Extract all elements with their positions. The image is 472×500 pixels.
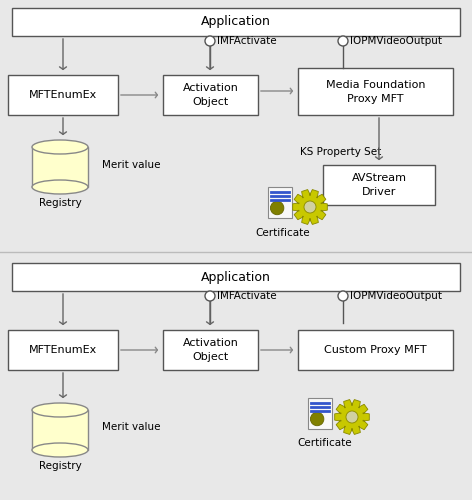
- Text: KS Property Set: KS Property Set: [300, 147, 381, 157]
- FancyBboxPatch shape: [298, 68, 453, 115]
- Text: Certificate: Certificate: [256, 228, 310, 238]
- Ellipse shape: [32, 180, 88, 194]
- Circle shape: [205, 36, 215, 46]
- Polygon shape: [335, 400, 369, 434]
- Polygon shape: [293, 190, 327, 224]
- Text: MFTEnumEx: MFTEnumEx: [29, 90, 97, 100]
- FancyBboxPatch shape: [12, 8, 460, 36]
- Polygon shape: [32, 147, 88, 187]
- Text: IMFActivate: IMFActivate: [217, 291, 277, 301]
- Circle shape: [346, 411, 358, 423]
- Text: IOPMVideoOutput: IOPMVideoOutput: [350, 36, 442, 46]
- FancyBboxPatch shape: [8, 75, 118, 115]
- Circle shape: [270, 202, 284, 214]
- Circle shape: [205, 291, 215, 301]
- FancyBboxPatch shape: [308, 398, 332, 429]
- Text: Application: Application: [201, 270, 271, 283]
- FancyBboxPatch shape: [12, 263, 460, 291]
- FancyBboxPatch shape: [163, 330, 258, 370]
- FancyBboxPatch shape: [298, 330, 453, 370]
- Circle shape: [311, 412, 324, 426]
- Ellipse shape: [32, 443, 88, 457]
- Text: Application: Application: [201, 16, 271, 28]
- Ellipse shape: [32, 140, 88, 154]
- Text: Merit value: Merit value: [102, 160, 160, 170]
- Text: Activation
Object: Activation Object: [183, 338, 238, 362]
- Text: Registry: Registry: [39, 461, 81, 471]
- FancyBboxPatch shape: [8, 330, 118, 370]
- FancyBboxPatch shape: [163, 75, 258, 115]
- Text: IOPMVideoOutput: IOPMVideoOutput: [350, 291, 442, 301]
- Text: Registry: Registry: [39, 198, 81, 208]
- Circle shape: [338, 291, 348, 301]
- Circle shape: [338, 36, 348, 46]
- Text: Certificate: Certificate: [298, 438, 352, 448]
- Text: Custom Proxy MFT: Custom Proxy MFT: [324, 345, 427, 355]
- Polygon shape: [32, 410, 88, 450]
- Text: Merit value: Merit value: [102, 422, 160, 432]
- Text: AVStream
Driver: AVStream Driver: [352, 173, 406, 197]
- Text: Media Foundation
Proxy MFT: Media Foundation Proxy MFT: [326, 80, 425, 104]
- Ellipse shape: [32, 403, 88, 417]
- FancyBboxPatch shape: [323, 165, 435, 205]
- Text: Activation
Object: Activation Object: [183, 83, 238, 107]
- FancyBboxPatch shape: [268, 188, 292, 218]
- Text: MFTEnumEx: MFTEnumEx: [29, 345, 97, 355]
- Text: IMFActivate: IMFActivate: [217, 36, 277, 46]
- Circle shape: [304, 201, 316, 213]
